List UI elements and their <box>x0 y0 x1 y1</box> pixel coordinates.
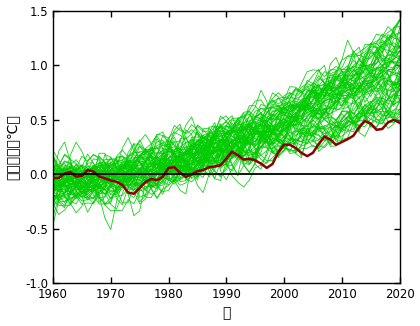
X-axis label: 年: 年 <box>222 306 231 320</box>
Y-axis label: 気温変化（℃）: 気温変化（℃） <box>5 114 20 180</box>
